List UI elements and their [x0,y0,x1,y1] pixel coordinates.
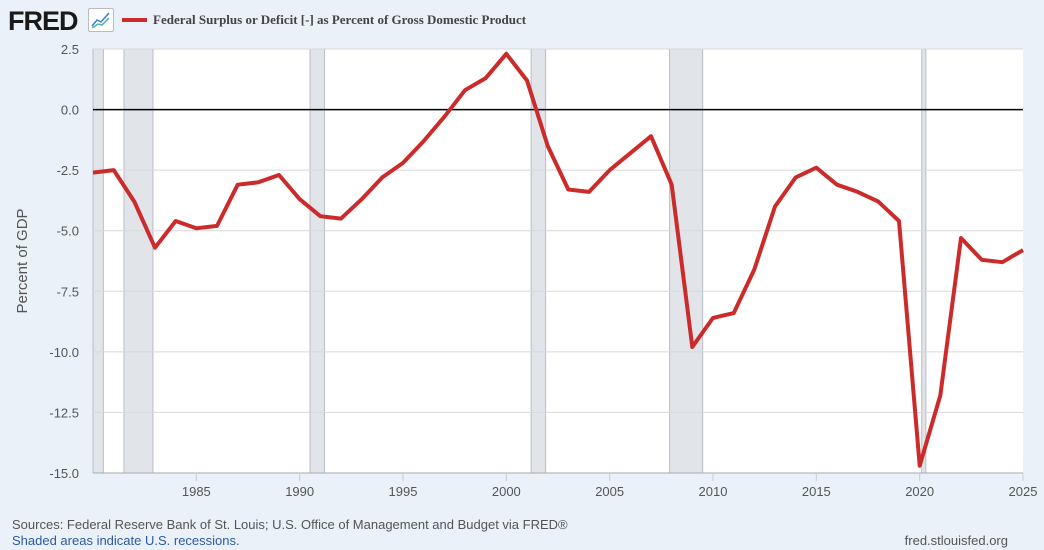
x-tick-label: 2010 [699,484,728,499]
recession-band [669,48,704,474]
x-tick-label: 1985 [182,484,211,499]
x-tick-label: 1990 [285,484,314,499]
recession-band [309,48,325,474]
recession-band [921,48,927,474]
x-tick-label: 2005 [595,484,624,499]
y-tick-label: 0.0 [61,103,79,118]
x-tick-label: 2000 [492,484,521,499]
legend-label: Federal Surplus or Deficit [-] as Percen… [153,12,527,27]
legend-swatch [122,18,147,22]
y-tick-label: -12.5 [49,405,79,420]
fred-logo[interactable]: FRED [8,6,78,36]
y-axis-label: Percent of GDP [14,208,31,313]
recession-band [123,48,154,474]
y-tick-label: -7.5 [57,284,79,299]
x-tick-label: 2025 [1009,484,1038,499]
series-line [92,51,1025,468]
recession-band [92,48,104,474]
legend: Federal Surplus or Deficit [-] as Percen… [122,12,526,28]
x-tick-label: 1995 [389,484,418,499]
y-tick-label: -5.0 [57,224,79,239]
x-tick-label: 2015 [802,484,831,499]
y-tick-label: 2.5 [61,42,79,57]
site-link[interactable]: fred.stlouisfed.org [904,533,1008,548]
recession-note-link[interactable]: Shaded areas indicate U.S. recessions. [12,533,240,548]
plot-area [93,49,1023,473]
y-tick-label: -2.5 [57,163,79,178]
y-tick-label: -10.0 [49,345,79,360]
y-tick-label: -15.0 [49,466,79,481]
sources-text: Sources: Federal Reserve Bank of St. Lou… [12,517,568,532]
chart-line-icon[interactable] [88,8,114,32]
x-tick-label: 2020 [905,484,934,499]
